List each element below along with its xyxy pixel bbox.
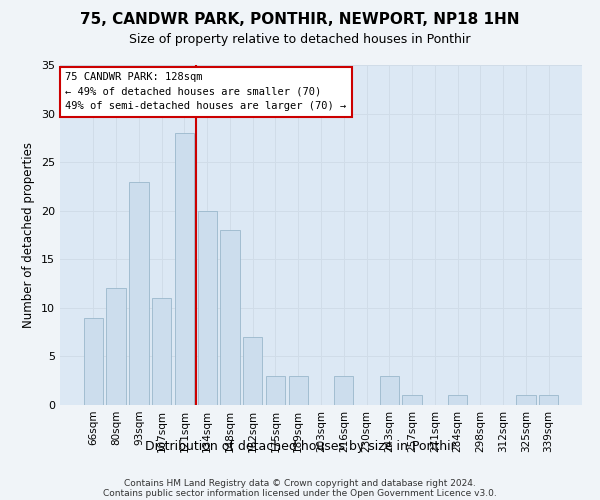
Bar xyxy=(129,182,149,405)
Bar xyxy=(289,376,308,405)
Bar xyxy=(334,376,353,405)
Bar xyxy=(152,298,172,405)
Bar xyxy=(539,396,558,405)
Bar xyxy=(380,376,399,405)
Bar xyxy=(220,230,239,405)
Bar xyxy=(175,133,194,405)
Bar xyxy=(197,210,217,405)
Bar xyxy=(84,318,103,405)
Bar xyxy=(448,396,467,405)
Bar xyxy=(516,396,536,405)
Text: Distribution of detached houses by size in Ponthir: Distribution of detached houses by size … xyxy=(145,440,455,453)
Bar xyxy=(106,288,126,405)
Bar xyxy=(266,376,285,405)
Bar xyxy=(243,337,262,405)
Text: Contains public sector information licensed under the Open Government Licence v3: Contains public sector information licen… xyxy=(103,488,497,498)
Text: 75 CANDWR PARK: 128sqm
← 49% of detached houses are smaller (70)
49% of semi-det: 75 CANDWR PARK: 128sqm ← 49% of detached… xyxy=(65,72,346,112)
Y-axis label: Number of detached properties: Number of detached properties xyxy=(22,142,35,328)
Text: Size of property relative to detached houses in Ponthir: Size of property relative to detached ho… xyxy=(129,32,471,46)
Text: 75, CANDWR PARK, PONTHIR, NEWPORT, NP18 1HN: 75, CANDWR PARK, PONTHIR, NEWPORT, NP18 … xyxy=(80,12,520,28)
Bar xyxy=(403,396,422,405)
Text: Contains HM Land Registry data © Crown copyright and database right 2024.: Contains HM Land Registry data © Crown c… xyxy=(124,478,476,488)
